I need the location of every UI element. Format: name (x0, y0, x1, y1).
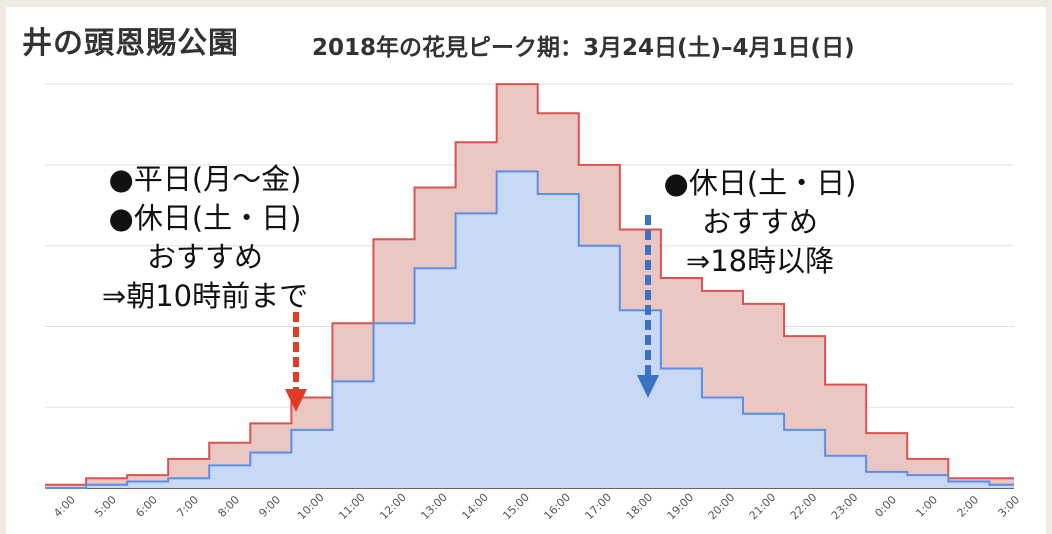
annotation-weekday-morning: ●平日(月〜金) ●休日(土・日) おすすめ ⇒朝10時前まで (70, 160, 340, 316)
x-tick-label: 18:00 (624, 491, 656, 523)
annotation-line: おすすめ (701, 205, 818, 239)
annotation-line: ●休日(土・日) (663, 166, 857, 200)
annotation-line: ⇒18時以降 (685, 244, 835, 278)
x-tick-label: 1:00 (913, 493, 940, 520)
x-tick-label: 4:00 (51, 493, 78, 520)
x-tick-label: 0:00 (872, 493, 899, 520)
x-tick-label: 5:00 (92, 493, 119, 520)
annotation-line: ●休日(土・日) (108, 201, 302, 235)
annotation-line: ⇒朝10時前まで (101, 279, 309, 313)
annotation-weekend-evening: ●休日(土・日) おすすめ ⇒18時以降 (630, 164, 890, 281)
x-tick-label: 3:00 (996, 493, 1023, 520)
x-tick-label: 8:00 (215, 493, 242, 520)
x-tick-label: 22:00 (788, 491, 820, 523)
series-line-1 (45, 170, 1014, 489)
x-tick-label: 17:00 (582, 491, 614, 523)
series-layer (45, 83, 1014, 489)
chart-subtitle: 2018年の花見ピーク期：3月24日(土)–4月1日(日) (312, 35, 855, 61)
x-tick-label: 21:00 (747, 491, 779, 523)
series-line-0 (45, 83, 1014, 486)
x-tick-label: 7:00 (174, 493, 201, 520)
blue-arrow-head (637, 375, 659, 398)
chart-title: 井の頭恩賜公園 (22, 26, 239, 61)
x-tick-label: 2:00 (955, 493, 982, 520)
series-area-1 (45, 171, 1014, 488)
x-tick-label: 13:00 (418, 491, 450, 523)
x-tick-label: 6:00 (133, 493, 160, 520)
annotation-arrows (285, 215, 659, 412)
x-tick-label: 16:00 (541, 491, 573, 523)
red-arrow-head (285, 389, 307, 412)
x-tick-label: 9:00 (256, 493, 283, 520)
x-tick-label: 15:00 (500, 491, 532, 523)
annotation-line: ●平日(月〜金) (108, 162, 302, 196)
x-axis-ticks: 4:00 5:00 6:00 7:00 8:00 9:00 10:00 11:00 12:00 1… (51, 491, 1022, 523)
x-tick-label: 14:00 (459, 491, 491, 523)
x-tick-label: 19:00 (665, 491, 697, 523)
x-tick-label: 12:00 (377, 491, 409, 523)
annotation-line: おすすめ (146, 240, 263, 274)
x-tick-label: 20:00 (706, 491, 738, 523)
x-tick-label: 23:00 (829, 491, 861, 523)
x-tick-label: 10:00 (295, 491, 327, 523)
x-tick-label: 11:00 (336, 491, 368, 523)
